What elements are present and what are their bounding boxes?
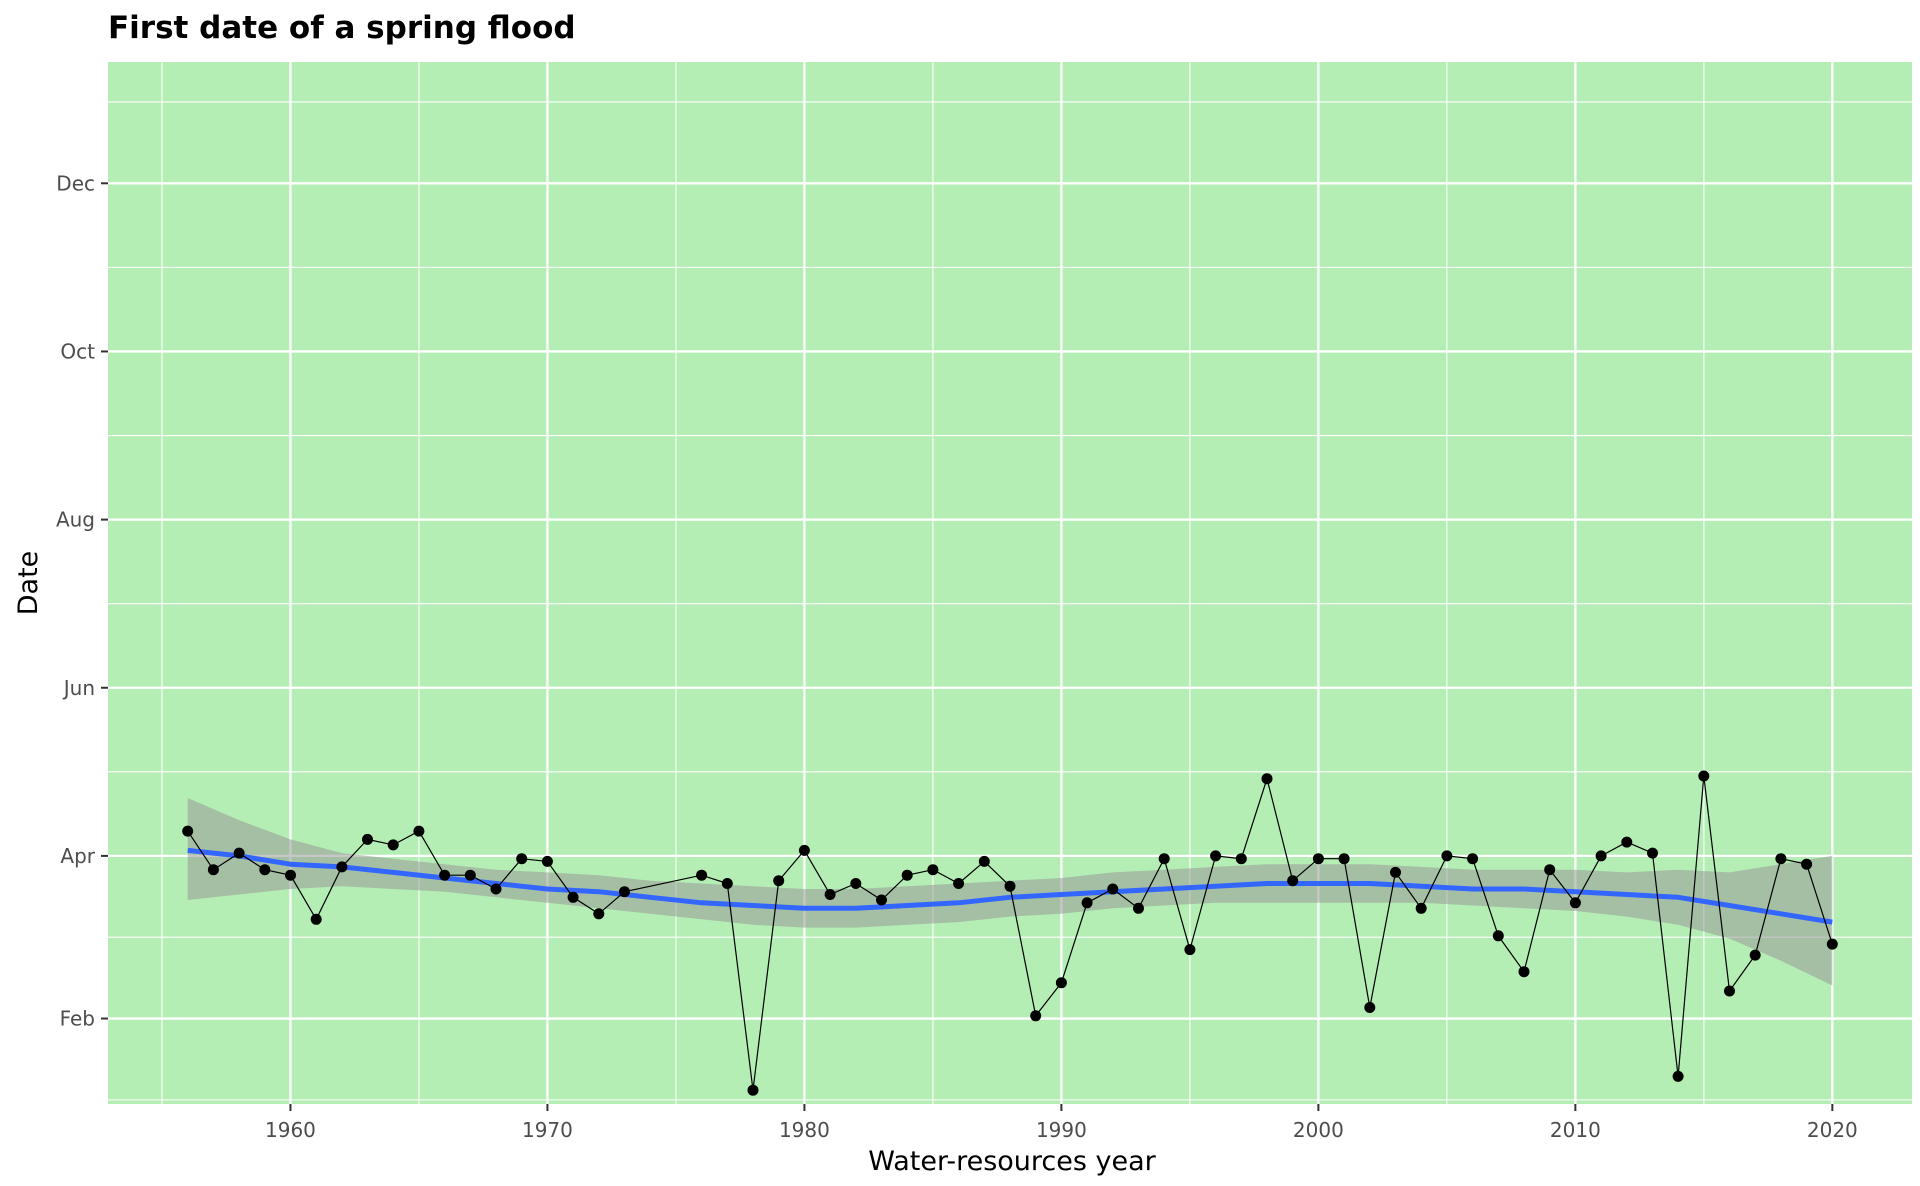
chart-title: First date of a spring flood (108, 10, 576, 46)
data-point (1107, 883, 1119, 895)
data-point (1004, 880, 1016, 892)
data-point (259, 864, 271, 876)
data-point (1492, 930, 1504, 942)
grid-minor (108, 62, 1912, 1104)
x-tick-label: 2010 (1550, 1118, 1601, 1142)
data-point (1621, 836, 1633, 848)
data-point (182, 825, 194, 837)
data-point (824, 889, 836, 900)
data-point (850, 878, 862, 889)
data-point (901, 869, 913, 881)
data-point (413, 825, 425, 837)
data-point (1518, 966, 1530, 978)
data-point (1184, 944, 1196, 956)
data-point (1055, 977, 1067, 989)
data-point (567, 891, 579, 903)
data-point (1672, 1070, 1684, 1082)
x-tick-label: 2000 (1293, 1118, 1344, 1142)
y-tick-label: Jun (62, 676, 95, 700)
data-point (1081, 897, 1093, 909)
y-axis-title: Date (13, 551, 44, 616)
data-point (541, 855, 553, 867)
data-point (516, 853, 528, 865)
data-point (1030, 1010, 1042, 1022)
data-point (773, 875, 785, 887)
y-tick-label: Aug (56, 508, 95, 532)
smooth-confidence-band (187, 798, 1833, 986)
data-point (439, 869, 451, 881)
data-point (593, 908, 605, 920)
data-point (1724, 985, 1735, 997)
y-axis-ticks: Feb Apr Jun Aug Oct Dec (56, 171, 108, 1031)
data-point (490, 883, 502, 895)
data-point (953, 878, 965, 889)
data-point (1261, 773, 1273, 785)
x-tick-label: 1990 (1036, 1118, 1087, 1142)
data-point (285, 869, 296, 881)
smooth-trend-line (187, 847, 1833, 925)
data-point (721, 878, 733, 889)
data-point (1287, 875, 1299, 887)
x-tick-label: 1980 (779, 1118, 830, 1142)
y-tick-label: Oct (60, 339, 95, 363)
data-point (1698, 770, 1710, 782)
x-tick-label: 1970 (522, 1118, 573, 1142)
x-axis-title: Water-resources year (868, 1146, 1156, 1177)
data-point (1133, 902, 1144, 914)
data-point (876, 894, 887, 906)
data-point (362, 833, 373, 845)
data-point (387, 839, 399, 851)
data-point (1801, 858, 1813, 870)
data-point (207, 864, 219, 876)
data-point (1235, 853, 1247, 865)
data-point (1569, 897, 1581, 909)
x-tick-label: 2020 (1807, 1118, 1858, 1142)
data-point (798, 844, 810, 856)
data-point (233, 847, 245, 859)
y-tick-label: Dec (56, 171, 95, 195)
data-point (1338, 853, 1350, 865)
data-point (978, 855, 990, 867)
data-point (619, 886, 630, 898)
data-point (1364, 1002, 1376, 1013)
data-point (696, 869, 708, 881)
x-tick-label: 1960 (265, 1118, 316, 1142)
y-tick-label: Apr (60, 844, 95, 868)
data-point (1312, 853, 1324, 865)
x-axis-ticks: 1960 1970 1980 1990 2000 2010 2020 (265, 1104, 1858, 1142)
data-point (1158, 853, 1170, 865)
data-point (1749, 949, 1761, 961)
data-point (1390, 866, 1401, 878)
data-point (1415, 902, 1427, 914)
data-point (1210, 850, 1222, 862)
data-point (1647, 847, 1658, 859)
data-point (927, 864, 939, 876)
data-point (1775, 853, 1787, 865)
data-point (747, 1084, 759, 1096)
data-points (182, 770, 1838, 1096)
y-tick-label: Feb (60, 1007, 95, 1031)
plot-panel (108, 62, 1912, 1104)
data-point (464, 869, 476, 881)
data-point (1467, 853, 1479, 865)
data-point (1441, 850, 1453, 862)
data-point (336, 861, 348, 873)
data-point (1826, 938, 1838, 950)
data-point (310, 913, 322, 925)
data-point (1595, 850, 1607, 862)
data-point (1544, 864, 1556, 876)
grid-major (108, 62, 1912, 1104)
